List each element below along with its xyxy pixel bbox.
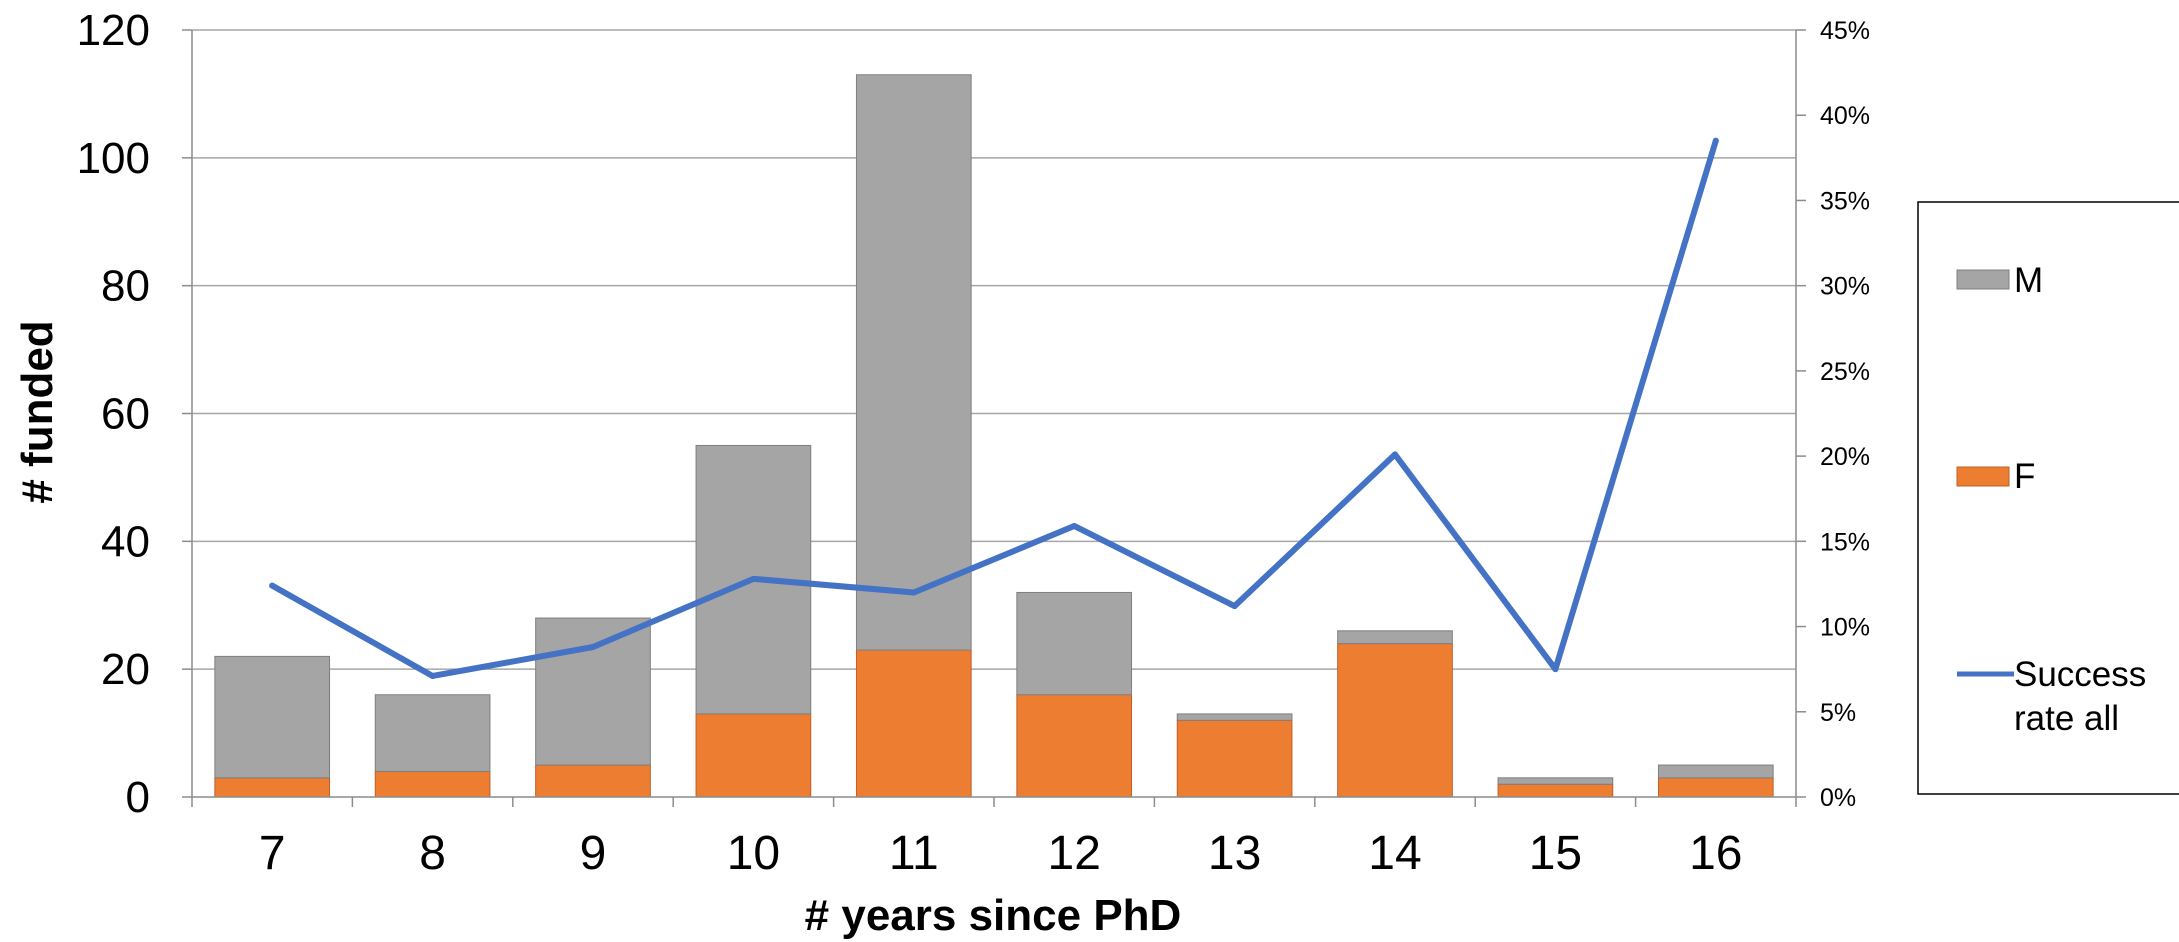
axes [182,29,1797,807]
bar-f-15 [1497,783,1614,798]
y-tick-label-0: 0 [126,773,150,822]
legend-label-f: F [2014,457,2035,496]
y2-tick-label-9: 45% [1820,17,1870,45]
success-rate-point-14 [1392,451,1398,458]
bar-m-16 [1657,764,1774,779]
y-axis-title: # funded [13,320,62,503]
y2-tick-label-4: 20% [1820,443,1870,471]
bar-f-10 [695,713,812,798]
success-rate-point-16 [1712,137,1719,144]
x-tick-label-12: 12 [1048,827,1101,880]
legend-swatch-m [1956,269,2010,290]
bar-f-12 [1016,694,1133,798]
bar-f-8 [374,770,491,798]
bar-m-9 [535,617,651,766]
y-tick-label-20: 20 [101,645,150,694]
bar-f-9 [535,764,651,798]
bar-m-13 [1176,713,1293,721]
success-rate-point-7 [269,582,276,589]
bar-f-14 [1337,643,1453,798]
bar-m-11 [855,74,972,651]
x-tick-label-7: 7 [259,827,286,880]
y2-tick-label-1: 5% [1820,699,1856,727]
success-rate-line-layer [269,137,1719,679]
bars [214,74,1774,798]
y2-tick-label-0: 0% [1820,784,1856,812]
bar-m-14 [1337,630,1453,645]
success-rate-point-15 [1552,666,1559,673]
x-tick-label-13: 13 [1208,827,1261,880]
success-rate-line [269,137,1719,679]
bar-f-16 [1657,777,1774,798]
success-rate-point-13 [1231,603,1238,610]
legend-label-m: M [2014,261,2043,300]
success-rate-point-12 [1071,522,1078,529]
legend-label-success-rate-line1: Success [2014,655,2146,694]
x-tick-label-14: 14 [1368,827,1421,880]
bar-f-11 [855,649,972,798]
success-rate-point-9 [590,644,596,651]
y2-tick-label-6: 30% [1820,273,1870,301]
tick-labels: 0 20 40 60 80 100 120 0% 5% 10% 15% 20% 25% 30% 35% 40%… [77,6,1870,880]
bar-m-7 [214,655,331,779]
y-tick-label-40: 40 [101,517,150,566]
y-tick-label-100: 100 [77,134,150,183]
y-tick-label-60: 60 [101,390,150,439]
success-rate-point-8 [429,672,436,679]
x-tick-label-10: 10 [727,827,780,880]
y-tick-label-120: 120 [77,6,150,55]
y2-tick-label-2: 10% [1820,614,1870,642]
bar-f-7 [214,777,331,798]
x-tick-label-8: 8 [419,827,446,880]
bar-f-13 [1176,719,1293,798]
y2-tick-label-5: 25% [1820,358,1870,386]
y2-tick-label-8: 40% [1820,102,1870,130]
x-tick-label-16: 16 [1689,827,1742,880]
x-tick-label-11: 11 [889,827,939,880]
success-rate-point-11 [910,589,917,596]
bar-m-8 [374,694,491,772]
y2-tick-label-3: 15% [1820,528,1870,556]
x-axis-title: # years since PhD [805,891,1182,940]
y2-tick-label-7: 35% [1820,187,1870,215]
legend: M F Success rate all [1917,201,2179,795]
bar-m-12 [1016,591,1133,696]
x-tick-label-9: 9 [580,827,607,880]
y-tick-label-80: 80 [101,262,150,311]
legend-swatch-f [1956,466,2010,487]
legend-label-success-rate-line2: rate all [2014,699,2119,738]
gridlines [192,29,1806,798]
x-tick-label-15: 15 [1529,827,1582,880]
legend-box [1917,201,2179,795]
bar-m-15 [1497,777,1614,785]
success-rate-point-10 [750,575,757,582]
